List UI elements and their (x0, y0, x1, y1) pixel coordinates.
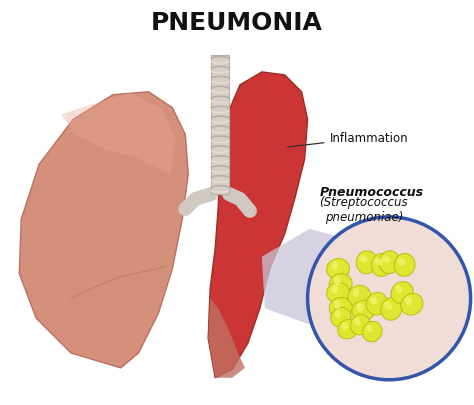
Ellipse shape (335, 311, 341, 318)
Polygon shape (19, 92, 188, 368)
Ellipse shape (356, 251, 377, 274)
Ellipse shape (354, 318, 361, 326)
Ellipse shape (348, 286, 371, 307)
Ellipse shape (352, 301, 374, 321)
Text: Inflammation: Inflammation (287, 132, 408, 148)
Ellipse shape (370, 297, 378, 305)
Ellipse shape (366, 325, 373, 333)
Ellipse shape (401, 294, 423, 315)
Ellipse shape (394, 254, 415, 277)
Ellipse shape (374, 258, 383, 266)
Ellipse shape (359, 256, 367, 263)
Polygon shape (208, 298, 245, 378)
Ellipse shape (342, 322, 348, 330)
Ellipse shape (329, 274, 352, 295)
Ellipse shape (356, 303, 363, 312)
Polygon shape (208, 73, 308, 378)
Ellipse shape (327, 259, 349, 280)
Ellipse shape (371, 254, 392, 277)
Ellipse shape (327, 283, 349, 303)
Polygon shape (211, 56, 229, 194)
Ellipse shape (331, 286, 338, 294)
Ellipse shape (353, 289, 359, 297)
Polygon shape (61, 94, 175, 175)
Ellipse shape (350, 315, 370, 335)
Ellipse shape (382, 256, 391, 263)
Ellipse shape (334, 301, 341, 309)
Ellipse shape (331, 308, 351, 327)
Ellipse shape (334, 277, 341, 286)
Circle shape (308, 217, 471, 380)
Ellipse shape (391, 282, 413, 304)
Ellipse shape (337, 320, 358, 339)
Ellipse shape (397, 258, 405, 266)
Text: (Streptococcus
pneumoniae): (Streptococcus pneumoniae) (319, 196, 408, 224)
Ellipse shape (331, 262, 338, 271)
Ellipse shape (405, 297, 412, 305)
Ellipse shape (363, 322, 382, 342)
Text: PNEUMONIA: PNEUMONIA (151, 11, 323, 35)
Ellipse shape (329, 298, 352, 318)
Ellipse shape (384, 302, 392, 310)
Polygon shape (262, 229, 399, 328)
Text: Pneumococcus: Pneumococcus (319, 185, 424, 198)
Ellipse shape (366, 292, 387, 315)
Ellipse shape (395, 285, 402, 294)
Ellipse shape (379, 251, 400, 274)
Ellipse shape (381, 298, 402, 320)
